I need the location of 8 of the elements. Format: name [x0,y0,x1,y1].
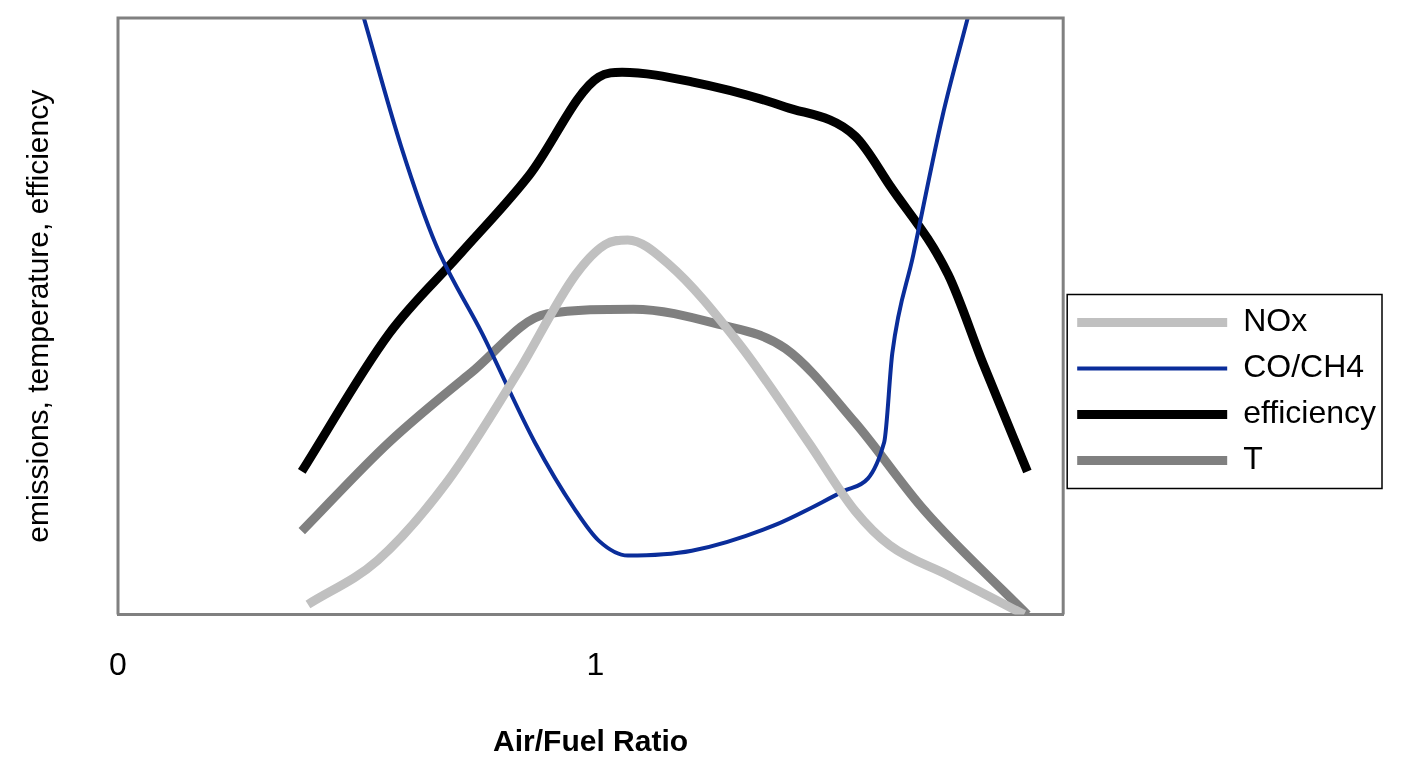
x-tick-label: 1 [586,645,605,682]
x-axis-title: Air/Fuel Ratio [493,724,689,758]
legend-label: NOx [1243,302,1308,339]
y-axis-title: emissions, temperature, efficiency [21,89,55,543]
x-tick-label: 0 [109,645,127,682]
legend-label: efficiency [1243,394,1376,431]
legend-label: T [1243,440,1263,477]
legend-label: CO/CH4 [1243,348,1365,385]
